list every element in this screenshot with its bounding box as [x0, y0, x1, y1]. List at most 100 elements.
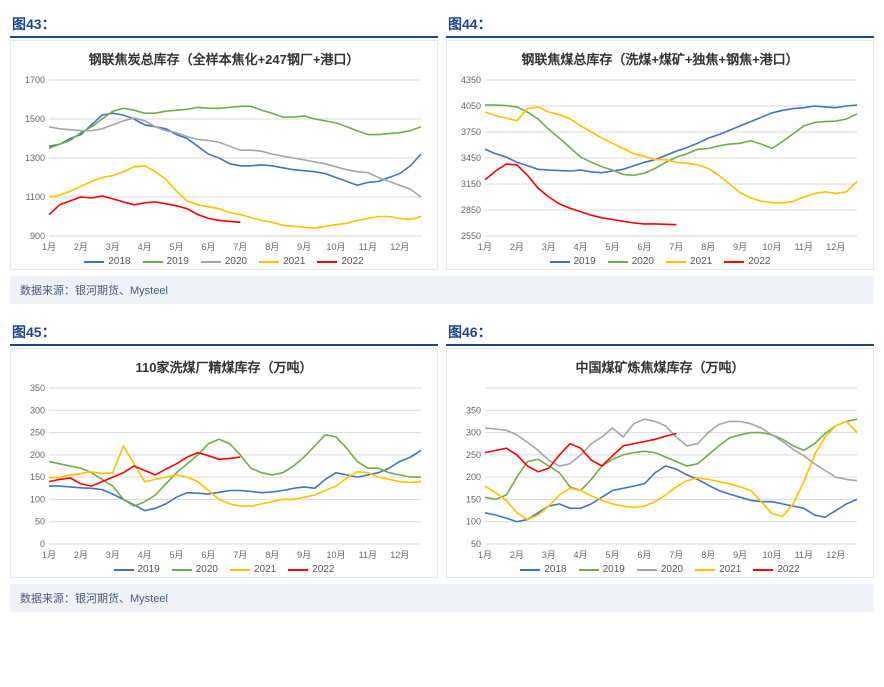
figure-44-label: 图44： — [446, 10, 874, 38]
svg-text:350: 350 — [30, 383, 45, 393]
figure-43-col: 图43： 钢联焦炭总库存（全样本焦化+247钢厂+港口） 90011001300… — [10, 10, 438, 270]
svg-text:9月: 9月 — [733, 550, 747, 560]
legend-label: 2019 — [603, 564, 625, 575]
legend-swatch — [288, 569, 308, 571]
svg-text:10月: 10月 — [762, 242, 781, 252]
legend-swatch — [259, 261, 279, 263]
svg-text:4050: 4050 — [461, 101, 481, 111]
legend-label: 2019 — [138, 564, 160, 575]
legend-swatch — [724, 261, 744, 263]
svg-text:10月: 10月 — [326, 242, 345, 252]
chart-46-svg: 501001502002503003501月2月3月4月5月6月7月8月9月10… — [453, 382, 863, 562]
svg-text:250: 250 — [466, 450, 481, 460]
legend-label: 2021 — [719, 564, 741, 575]
legend-swatch — [608, 261, 628, 263]
svg-text:12月: 12月 — [390, 550, 409, 560]
svg-text:12月: 12月 — [826, 242, 845, 252]
legend-item: 2020 — [637, 564, 683, 575]
svg-text:3月: 3月 — [542, 242, 556, 252]
svg-text:8月: 8月 — [265, 242, 279, 252]
svg-text:1300: 1300 — [25, 153, 45, 163]
svg-text:8月: 8月 — [701, 550, 715, 560]
chart-46-title: 中国煤矿炼焦煤库存（万吨） — [453, 357, 867, 376]
legend-item: 2022 — [724, 256, 770, 267]
legend-swatch — [230, 569, 250, 571]
svg-text:300: 300 — [30, 405, 45, 415]
svg-text:6月: 6月 — [637, 550, 651, 560]
chart-43-title: 钢联焦炭总库存（全样本焦化+247钢厂+港口） — [17, 49, 431, 68]
svg-text:7月: 7月 — [669, 550, 683, 560]
svg-text:11月: 11月 — [795, 550, 813, 560]
legend-swatch — [84, 261, 104, 263]
svg-text:11月: 11月 — [795, 242, 813, 252]
figure-43-label: 图43： — [10, 10, 438, 38]
legend-label: 2020 — [632, 256, 654, 267]
svg-text:4月: 4月 — [138, 242, 152, 252]
legend-swatch — [550, 261, 570, 263]
legend-label: 2020 — [196, 564, 218, 575]
legend-label: 2022 — [777, 564, 799, 575]
legend-item: 2021 — [695, 564, 741, 575]
svg-text:2850: 2850 — [461, 205, 481, 215]
svg-text:7月: 7月 — [233, 242, 247, 252]
legend-item: 2019 — [550, 256, 596, 267]
svg-text:10月: 10月 — [326, 550, 345, 560]
legend-label: 2019 — [167, 256, 189, 267]
chart-45-legend: 2019202020212022 — [17, 564, 431, 575]
svg-text:9月: 9月 — [297, 242, 311, 252]
chart-45-wrap: 110家洗煤厂精煤库存（万吨） 0501001502002503003501月2… — [10, 348, 438, 578]
chart-46-legend: 2018 2019 2020 2021 2022 — [453, 564, 867, 575]
svg-text:100: 100 — [466, 517, 481, 527]
svg-text:1月: 1月 — [42, 242, 56, 252]
legend-label: 2019 — [574, 256, 596, 267]
svg-text:4月: 4月 — [574, 242, 588, 252]
chart-46-wrap: 中国煤矿炼焦煤库存（万吨） 501001502002503003501月2月3月… — [446, 348, 874, 578]
svg-text:2月: 2月 — [510, 550, 524, 560]
legend-swatch — [520, 569, 540, 571]
legend-label: 2020 — [661, 564, 683, 575]
svg-text:5月: 5月 — [606, 550, 620, 560]
legend-swatch — [143, 261, 163, 263]
svg-text:300: 300 — [466, 428, 481, 438]
legend-item: 2021 — [259, 256, 305, 267]
svg-text:1月: 1月 — [42, 550, 56, 560]
svg-text:0: 0 — [40, 539, 45, 549]
svg-text:6月: 6月 — [201, 550, 215, 560]
svg-text:2月: 2月 — [74, 550, 88, 560]
svg-text:3150: 3150 — [461, 179, 481, 189]
svg-text:11月: 11月 — [359, 550, 377, 560]
svg-text:9月: 9月 — [733, 242, 747, 252]
svg-text:12月: 12月 — [826, 550, 845, 560]
legend-label: 2018 — [544, 564, 566, 575]
chart-43-legend: 20182019202020212022 — [17, 256, 431, 267]
chart-43-wrap: 钢联焦炭总库存（全样本焦化+247钢厂+港口） 9001100130015001… — [10, 40, 438, 270]
legend-label: 2020 — [225, 256, 247, 267]
svg-text:200: 200 — [30, 450, 45, 460]
legend-item: 2020 — [608, 256, 654, 267]
svg-text:1月: 1月 — [478, 550, 492, 560]
figure-44-col: 图44： 钢联焦煤总库存（洗煤+煤矿+独焦+钢焦+港口） 25502850315… — [446, 10, 874, 270]
svg-text:1100: 1100 — [26, 192, 45, 202]
legend-label: 2021 — [254, 564, 276, 575]
svg-text:3450: 3450 — [461, 153, 481, 163]
chart-44-svg: 25502850315034503750405043501月2月3月4月5月6月… — [453, 74, 863, 254]
legend-item: 2019 — [579, 564, 625, 575]
chart-43-svg: 90011001300150017001月2月3月4月5月6月7月8月9月10月… — [17, 74, 427, 254]
svg-text:5月: 5月 — [170, 550, 184, 560]
legend-item: 2021 — [230, 564, 276, 575]
svg-text:1500: 1500 — [25, 114, 45, 124]
legend-label: 2022 — [748, 256, 770, 267]
legend-item: 2022 — [753, 564, 799, 575]
chart-44-legend: 2019202020212022 — [453, 256, 867, 267]
legend-swatch — [114, 569, 134, 571]
svg-text:50: 50 — [35, 517, 45, 527]
svg-text:50: 50 — [471, 539, 481, 549]
legend-label: 2021 — [283, 256, 305, 267]
chart-45-title: 110家洗煤厂精煤库存（万吨） — [17, 357, 431, 376]
figure-46-label: 图46： — [446, 318, 874, 346]
svg-text:2月: 2月 — [74, 242, 88, 252]
svg-text:6月: 6月 — [201, 242, 215, 252]
svg-text:150: 150 — [466, 494, 481, 504]
svg-text:350: 350 — [466, 405, 481, 415]
svg-text:7月: 7月 — [233, 550, 247, 560]
